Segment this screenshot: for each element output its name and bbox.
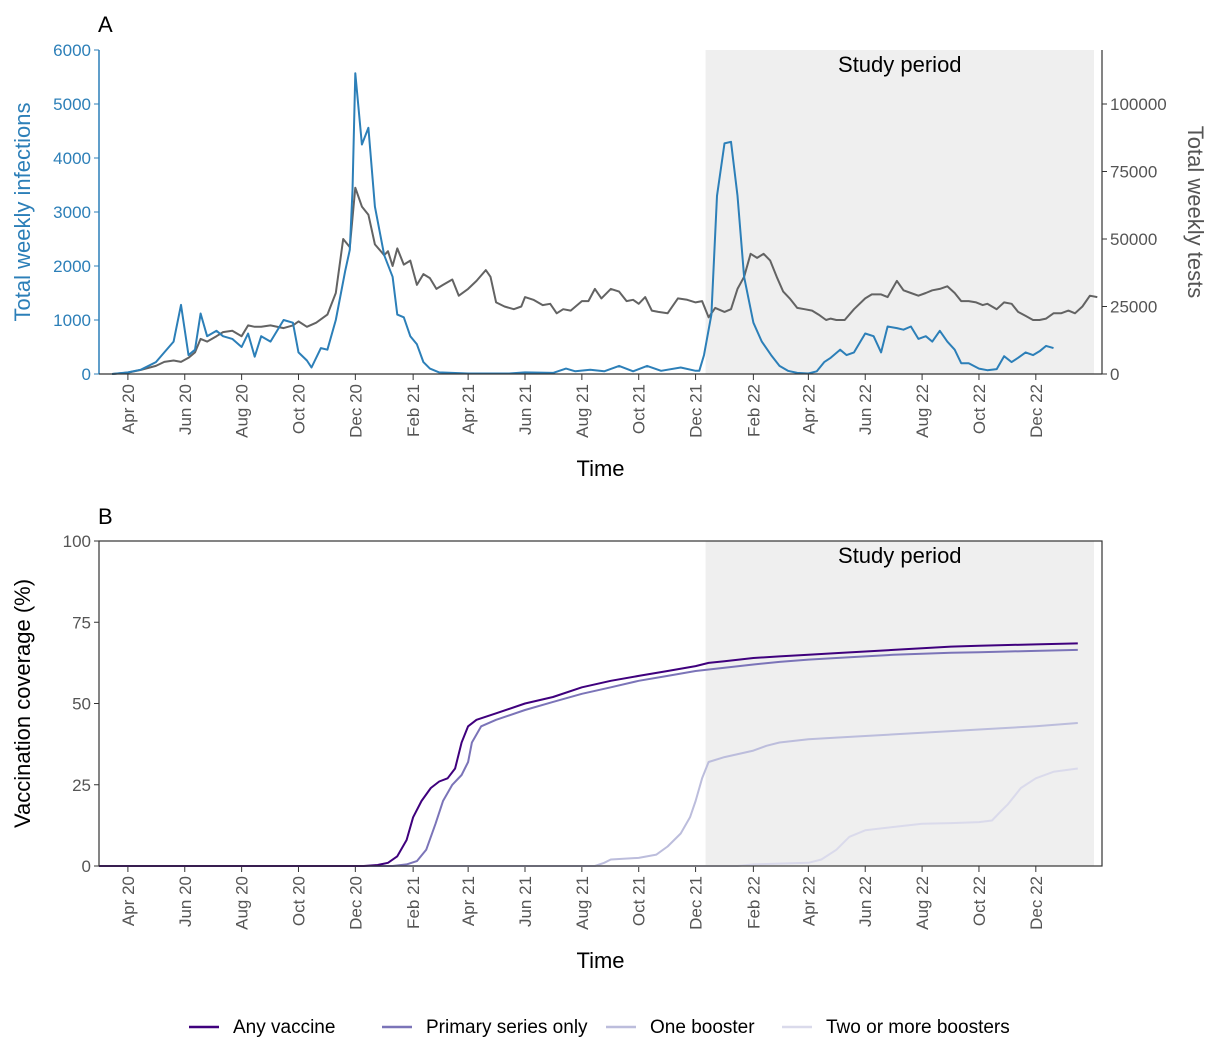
x-tick-label: Apr 20 <box>119 876 138 926</box>
x-tick-label: Oct 22 <box>970 384 989 434</box>
y-tick-label-left: 2000 <box>53 257 91 276</box>
panel-a-y-axis-label-left: Total weekly infections <box>10 103 35 322</box>
x-tick-label: Apr 21 <box>459 384 478 434</box>
x-tick-label: Dec 22 <box>1027 384 1046 438</box>
study-period-shade-a <box>705 50 1094 374</box>
panel-a: A Study period Apr 20 Jun 20 Aug 20 Oct 20 D… <box>10 12 1208 481</box>
x-tick-label: Jun 20 <box>176 384 195 435</box>
coverage-line <box>99 767 1078 867</box>
panel-a-tag: A <box>98 12 113 37</box>
study-period-label-b: Study period <box>838 543 962 568</box>
y-tick-label-left: 3000 <box>53 203 91 222</box>
x-tick-label: Oct 20 <box>289 876 308 926</box>
x-tick-label: Apr 22 <box>799 876 818 926</box>
x-tick-label: Aug 21 <box>573 384 592 438</box>
x-tick-label: Feb 22 <box>744 876 763 929</box>
x-tick-label: Aug 20 <box>233 384 252 438</box>
y-tick-label-left: 1000 <box>53 311 91 330</box>
x-tick-label: Feb 21 <box>404 876 423 929</box>
x-tick-label: Feb 21 <box>404 384 423 437</box>
x-tick-label: Jun 22 <box>856 384 875 435</box>
x-tick-label: Dec 22 <box>1027 876 1046 930</box>
x-tick-label: Dec 21 <box>687 384 706 438</box>
coverage-line <box>99 642 1078 867</box>
x-tick-label: Dec 20 <box>346 876 365 930</box>
study-period-shade-b <box>705 541 1094 866</box>
legend-label: One booster <box>650 1017 755 1038</box>
y-tick-label-left: 4000 <box>53 149 91 168</box>
x-tick-label: Jun 21 <box>516 384 535 435</box>
x-tick-label: Oct 20 <box>289 384 308 434</box>
x-tick-label: Dec 20 <box>346 384 365 438</box>
y-tick-label-right: 100000 <box>1110 95 1167 114</box>
y-tick-label-right: 0 <box>1110 365 1119 384</box>
legend-label: Any vaccine <box>233 1017 335 1038</box>
y-tick-label-left: 5000 <box>53 95 91 114</box>
x-tick-label: Oct 21 <box>630 876 649 926</box>
y-tick-label-right: 25000 <box>1110 298 1157 317</box>
x-tick-label: Aug 22 <box>913 384 932 438</box>
x-tick-label: Aug 22 <box>913 876 932 930</box>
y-tick-label-right: 75000 <box>1110 163 1157 182</box>
y-tick-label: 50 <box>72 695 91 714</box>
x-tick-label: Dec 21 <box>687 876 706 930</box>
legend-label: Two or more boosters <box>826 1017 1010 1038</box>
y-tick-label: 0 <box>82 857 91 876</box>
panel-b-plot: Apr 20 Jun 20 Aug 20 Oct 20 Dec 20 Feb 21 Apr … <box>63 532 1103 930</box>
x-tick-label: Aug 21 <box>573 876 592 930</box>
x-tick-label: Apr 21 <box>459 876 478 926</box>
panel-a-plot: Apr 20 Jun 20 Aug 20 Oct 20 Dec 20 Feb 21 Apr … <box>53 41 1167 438</box>
x-tick-label: Aug 20 <box>233 876 252 930</box>
panel-a-x-axis-label: Time <box>576 456 624 481</box>
study-period-label-a: Study period <box>838 52 962 77</box>
x-tick-label: Jun 21 <box>516 876 535 927</box>
legend-label: Primary series only <box>426 1017 588 1038</box>
y-tick-label: 25 <box>72 776 91 795</box>
panel-b: B Study period Apr 20 Jun 20 Aug 20 Oct 20 D… <box>10 504 1103 973</box>
x-tick-label: Jun 20 <box>176 876 195 927</box>
x-tick-label: Oct 21 <box>630 384 649 434</box>
legend: Any vaccine Primary series only One booste… <box>189 1017 1010 1038</box>
x-tick-label: Apr 20 <box>119 384 138 434</box>
panel-b-tag: B <box>98 504 113 529</box>
x-tick-label: Feb 22 <box>744 384 763 437</box>
x-tick-label: Apr 22 <box>799 384 818 434</box>
y-tick-label: 75 <box>72 613 91 632</box>
infections-line <box>111 72 1054 375</box>
tests-line <box>112 186 1098 375</box>
coverage-line <box>99 648 1078 867</box>
y-tick-label-right: 50000 <box>1110 230 1157 249</box>
y-tick-label-left: 0 <box>82 365 91 384</box>
panel-b-y-axis-label: Vaccination coverage (%) <box>10 579 35 828</box>
y-tick-label: 100 <box>63 532 91 551</box>
x-tick-label: Jun 22 <box>856 876 875 927</box>
panel-b-x-axis-label: Time <box>576 948 624 973</box>
x-tick-label: Oct 22 <box>970 876 989 926</box>
panel-a-y-axis-label-right: Total weekly tests <box>1183 126 1208 298</box>
coverage-line <box>99 722 1078 867</box>
y-tick-label-left: 6000 <box>53 41 91 60</box>
